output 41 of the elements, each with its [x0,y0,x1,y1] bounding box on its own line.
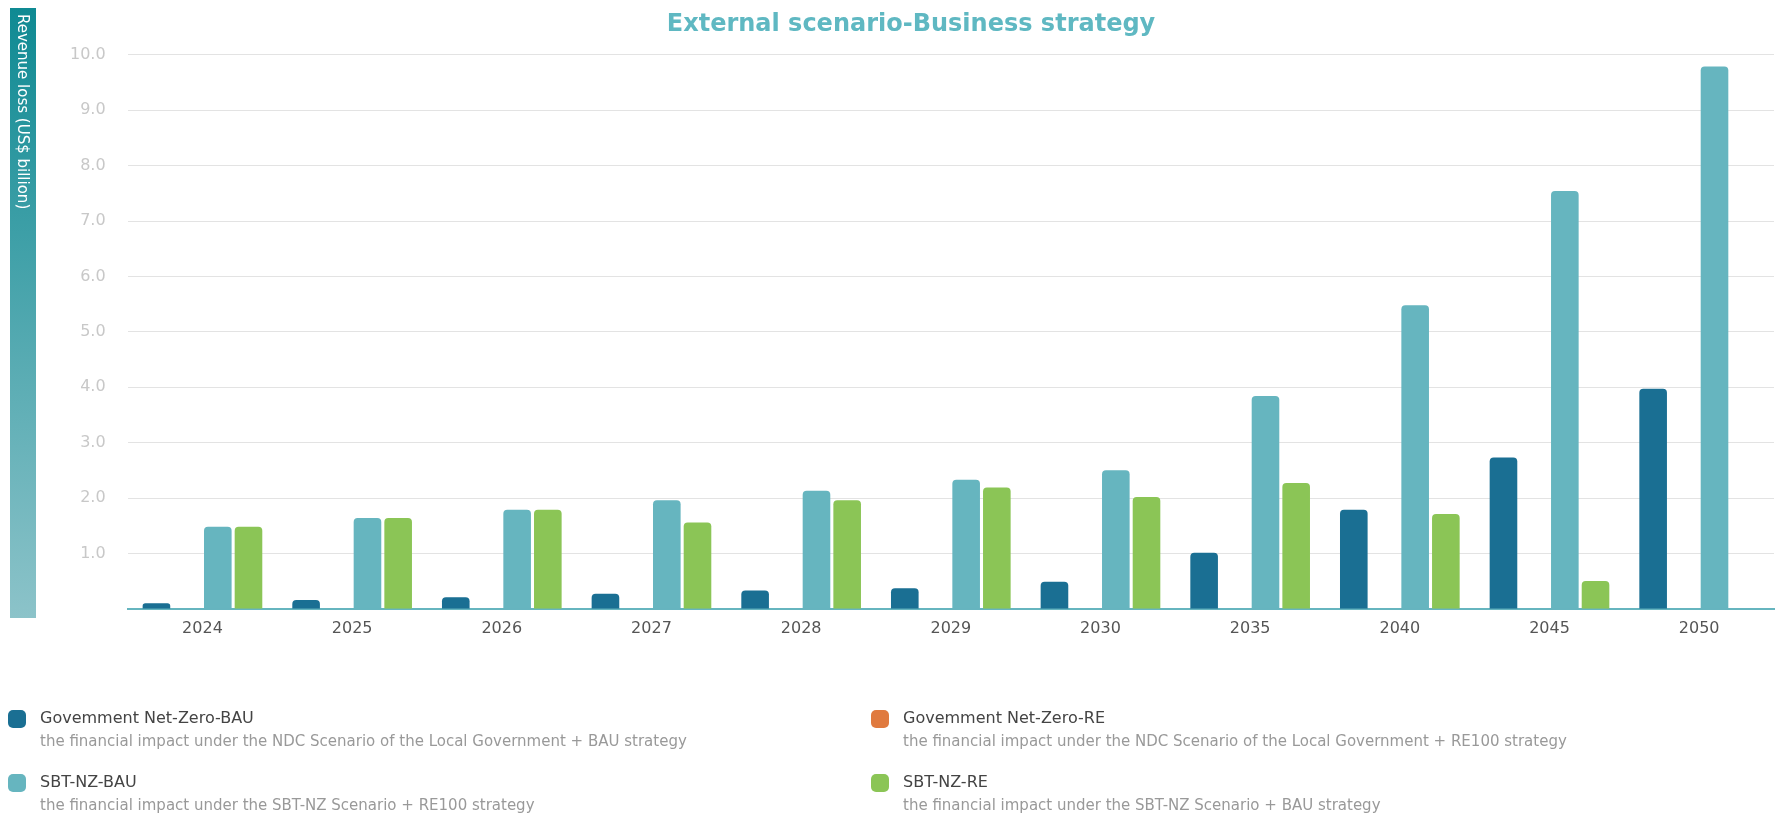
legend-label: Govemment Net-Zero-RE [903,708,1106,727]
bar [534,509,562,609]
bar [234,526,263,609]
bar [683,522,712,609]
bar [983,487,1011,609]
text: the financial impact under the SBT-NZ Scenario + RE100 strategy [40,796,535,814]
bar [890,588,919,609]
x-tick-label: 2050 [1678,617,1720,637]
legend-label: SBT-NZ-RE [903,772,989,791]
x-tick-label: 2029 [930,617,972,637]
text: the financial impact under the SBT-NZ Scenario + BAU strategy [903,796,1381,814]
x-tick-label: 2027 [631,617,672,637]
bar [1639,388,1667,609]
x-tick-label: 2035 [1229,617,1271,637]
bar [384,517,412,609]
chart-title: External scenario-Business strategy [666,8,1156,37]
bar [1190,552,1218,609]
bar [441,597,470,609]
bar [1282,483,1310,609]
bar [1489,457,1518,609]
x-tick-label: 2030 [1080,617,1121,637]
x-tick-label: 2040 [1379,617,1421,637]
bar [292,599,320,609]
legend-label: SBT-NZ-BAU [40,772,138,791]
y-axis-title: Revenue loss (US$ billion) [13,13,33,212]
legend-label: Govemment Net-Zero-BAU [40,708,255,727]
x-tick-label: 2024 [182,617,223,637]
x-tick-label: 2025 [331,617,373,637]
text: the financial impact under the NDC Scenario of the Local Government + BAU strategy [40,732,687,750]
text: the financial impact under the NDC Scenario of the Local Government + RE100 strategy [903,732,1567,750]
bar [1040,581,1069,609]
bar [1432,514,1460,609]
x-tick-label: 2028 [780,617,822,637]
x-tick-label: 2026 [481,617,523,637]
bar [1132,496,1161,609]
bar [1581,581,1610,609]
bar [833,500,861,609]
x-tick-label: 2045 [1529,617,1570,637]
bar [741,590,769,609]
bar [591,593,620,609]
bar [1339,509,1368,609]
